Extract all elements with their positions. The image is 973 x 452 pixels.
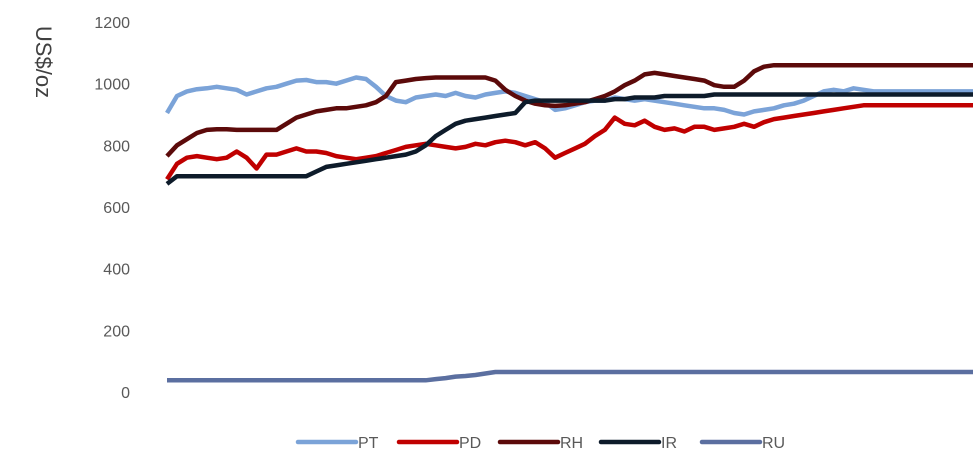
legend-item-pt: PT	[295, 435, 379, 452]
y-axis-label-group: US$/oz	[31, 26, 56, 98]
series-line-rh	[165, 62, 973, 158]
legend: PT PD RH IR RU	[295, 435, 785, 452]
series-line-ir	[165, 92, 973, 186]
legend-label: PT	[358, 435, 379, 452]
legend-label: RU	[762, 435, 785, 452]
series-line-ru	[167, 369, 973, 383]
legend-label: PD	[459, 435, 481, 452]
y-tick-label: 600	[103, 200, 130, 217]
legend-label: RH	[560, 435, 583, 452]
y-axis-label: US$/oz	[31, 26, 56, 98]
y-tick-label: 1000	[94, 77, 130, 94]
y-axis-ticks: 0 200 400 600 800 1000 1200	[94, 15, 130, 402]
legend-item-pd: PD	[396, 435, 481, 452]
series-line-pt	[165, 75, 973, 117]
y-tick-label: 0	[121, 385, 130, 402]
series-lines	[165, 62, 973, 383]
y-tick-label: 800	[103, 138, 130, 155]
series-line-pd	[165, 103, 973, 181]
legend-item-ir: IR	[598, 435, 677, 452]
legend-item-ru: RU	[699, 435, 785, 452]
y-tick-label: 400	[103, 262, 130, 279]
y-tick-label: 1200	[94, 15, 130, 32]
legend-label: IR	[661, 435, 677, 452]
y-tick-label: 200	[103, 323, 130, 340]
legend-item-rh: RH	[497, 435, 583, 452]
